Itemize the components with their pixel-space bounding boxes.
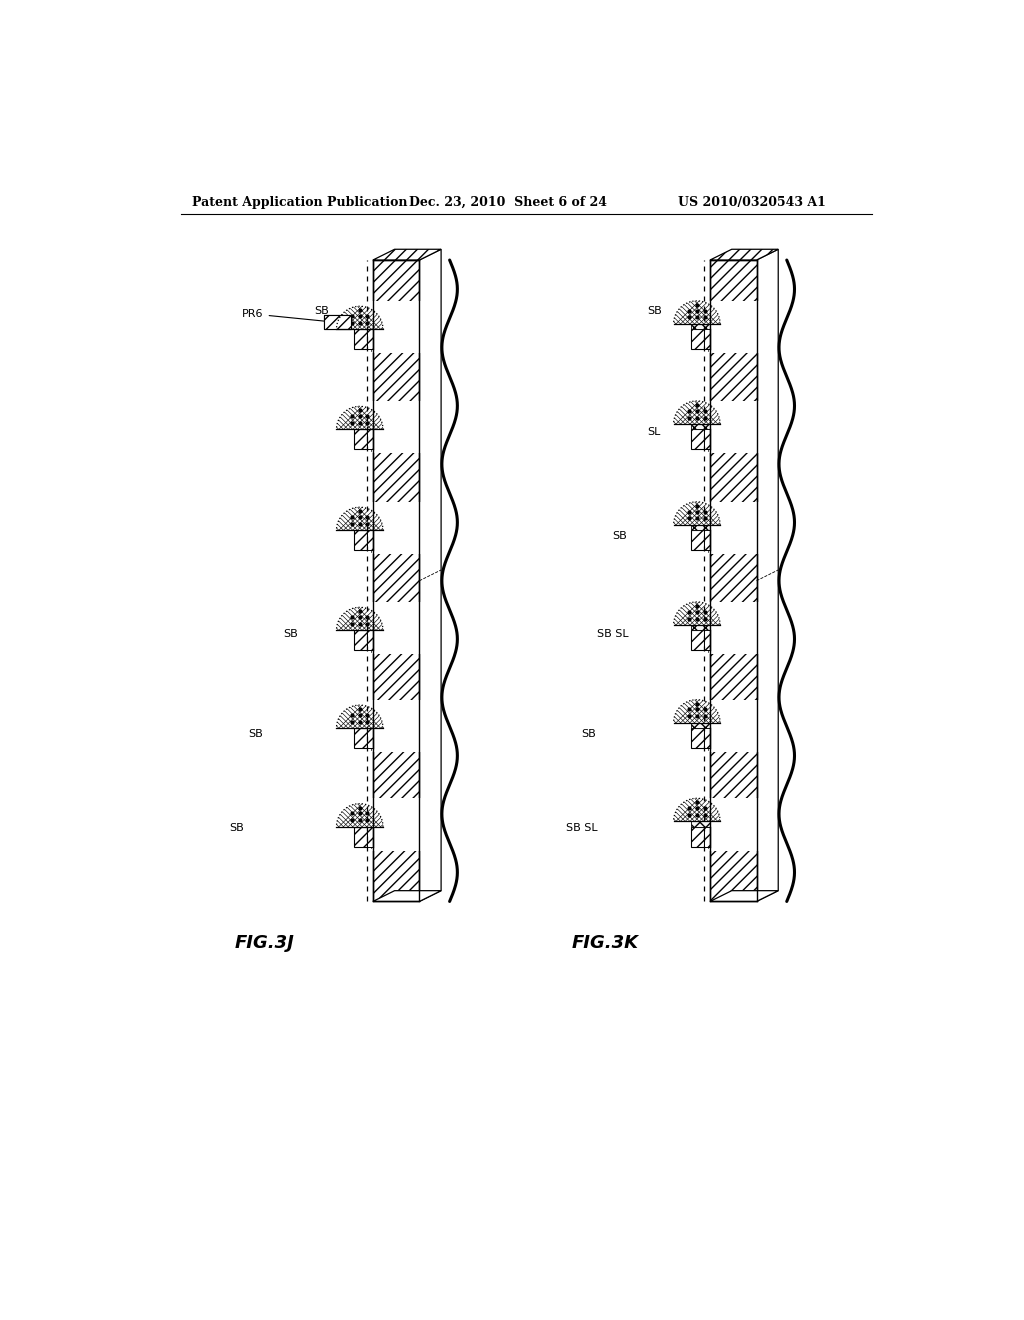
- Bar: [369, 799, 423, 850]
- Text: SB: SB: [582, 730, 596, 739]
- Bar: [353, 330, 367, 350]
- Bar: [324, 315, 351, 330]
- Text: FIG.3J: FIG.3J: [234, 933, 295, 952]
- Polygon shape: [674, 602, 720, 626]
- Bar: [324, 315, 351, 330]
- Polygon shape: [710, 249, 778, 260]
- Polygon shape: [710, 891, 778, 902]
- Bar: [707, 502, 761, 554]
- Bar: [690, 631, 703, 651]
- Bar: [690, 729, 703, 748]
- Bar: [369, 700, 423, 752]
- Bar: [690, 330, 703, 350]
- Bar: [690, 525, 710, 531]
- Bar: [369, 301, 423, 354]
- Polygon shape: [674, 301, 720, 323]
- Bar: [373, 260, 420, 902]
- Bar: [353, 429, 367, 449]
- Bar: [369, 401, 423, 453]
- Text: SB SL: SB SL: [566, 824, 597, 833]
- Polygon shape: [757, 249, 778, 902]
- Polygon shape: [337, 607, 383, 631]
- Text: SB: SB: [248, 730, 263, 739]
- Bar: [703, 729, 710, 748]
- Polygon shape: [337, 407, 383, 429]
- Bar: [703, 826, 710, 847]
- Text: PR6: PR6: [242, 309, 335, 322]
- Bar: [710, 260, 757, 902]
- Text: SB: SB: [314, 306, 329, 315]
- Polygon shape: [337, 306, 383, 330]
- Bar: [707, 700, 761, 752]
- Text: SB SL: SB SL: [597, 630, 629, 639]
- Bar: [367, 729, 373, 748]
- Bar: [690, 723, 710, 729]
- Bar: [707, 301, 761, 354]
- Bar: [690, 626, 710, 631]
- Text: FIG.3K: FIG.3K: [572, 933, 639, 952]
- Bar: [707, 401, 761, 453]
- Bar: [703, 631, 710, 651]
- Bar: [369, 502, 423, 554]
- Polygon shape: [674, 401, 720, 424]
- Text: Dec. 23, 2010  Sheet 6 of 24: Dec. 23, 2010 Sheet 6 of 24: [409, 195, 606, 209]
- Text: SL: SL: [647, 426, 660, 437]
- Polygon shape: [337, 507, 383, 531]
- Polygon shape: [674, 700, 720, 723]
- Polygon shape: [373, 249, 441, 260]
- Text: SB: SB: [283, 630, 298, 639]
- Bar: [703, 330, 710, 350]
- Text: SB: SB: [612, 531, 627, 541]
- Bar: [703, 531, 710, 550]
- Bar: [369, 602, 423, 655]
- Bar: [367, 330, 373, 350]
- Bar: [353, 531, 367, 550]
- Bar: [367, 429, 373, 449]
- Text: SB: SB: [647, 306, 662, 315]
- Bar: [707, 602, 761, 655]
- Text: Patent Application Publication: Patent Application Publication: [191, 195, 408, 209]
- Bar: [690, 424, 710, 429]
- Polygon shape: [337, 705, 383, 729]
- Bar: [690, 821, 710, 826]
- Bar: [353, 631, 367, 651]
- Text: US 2010/0320543 A1: US 2010/0320543 A1: [678, 195, 826, 209]
- Bar: [353, 729, 367, 748]
- Bar: [690, 826, 703, 847]
- Bar: [690, 323, 710, 330]
- Polygon shape: [337, 804, 383, 826]
- Polygon shape: [674, 502, 720, 525]
- Bar: [367, 531, 373, 550]
- Polygon shape: [420, 249, 441, 902]
- Bar: [367, 631, 373, 651]
- Bar: [690, 531, 703, 550]
- Polygon shape: [373, 891, 441, 902]
- Bar: [690, 429, 703, 449]
- Bar: [707, 799, 761, 850]
- Bar: [353, 826, 367, 847]
- Polygon shape: [674, 799, 720, 821]
- Bar: [703, 429, 710, 449]
- Text: SB: SB: [228, 824, 244, 833]
- Bar: [367, 826, 373, 847]
